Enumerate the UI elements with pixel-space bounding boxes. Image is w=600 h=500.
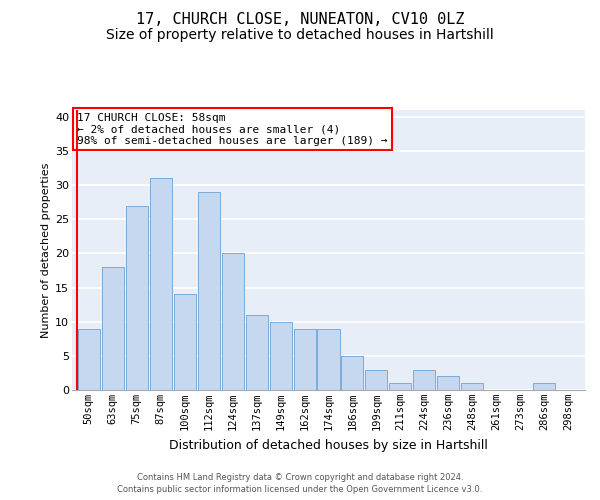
- Bar: [197, 192, 220, 390]
- Bar: [269, 322, 292, 390]
- Bar: [221, 254, 244, 390]
- Bar: [293, 328, 316, 390]
- Bar: [173, 294, 196, 390]
- Bar: [365, 370, 388, 390]
- Bar: [533, 383, 555, 390]
- Text: 17 CHURCH CLOSE: 58sqm
← 2% of detached houses are smaller (4)
98% of semi-detac: 17 CHURCH CLOSE: 58sqm ← 2% of detached …: [77, 113, 388, 146]
- Y-axis label: Number of detached properties: Number of detached properties: [41, 162, 51, 338]
- Bar: [102, 267, 124, 390]
- Bar: [78, 328, 100, 390]
- Text: Contains public sector information licensed under the Open Government Licence v3: Contains public sector information licen…: [118, 485, 482, 494]
- Bar: [245, 315, 268, 390]
- Bar: [125, 206, 148, 390]
- Bar: [437, 376, 460, 390]
- Bar: [389, 383, 412, 390]
- Bar: [341, 356, 364, 390]
- Text: Contains HM Land Registry data © Crown copyright and database right 2024.: Contains HM Land Registry data © Crown c…: [137, 472, 463, 482]
- Bar: [413, 370, 436, 390]
- Bar: [317, 328, 340, 390]
- Text: 17, CHURCH CLOSE, NUNEATON, CV10 0LZ: 17, CHURCH CLOSE, NUNEATON, CV10 0LZ: [136, 12, 464, 28]
- Bar: [149, 178, 172, 390]
- Bar: [461, 383, 484, 390]
- Text: Size of property relative to detached houses in Hartshill: Size of property relative to detached ho…: [106, 28, 494, 42]
- X-axis label: Distribution of detached houses by size in Hartshill: Distribution of detached houses by size …: [169, 438, 488, 452]
